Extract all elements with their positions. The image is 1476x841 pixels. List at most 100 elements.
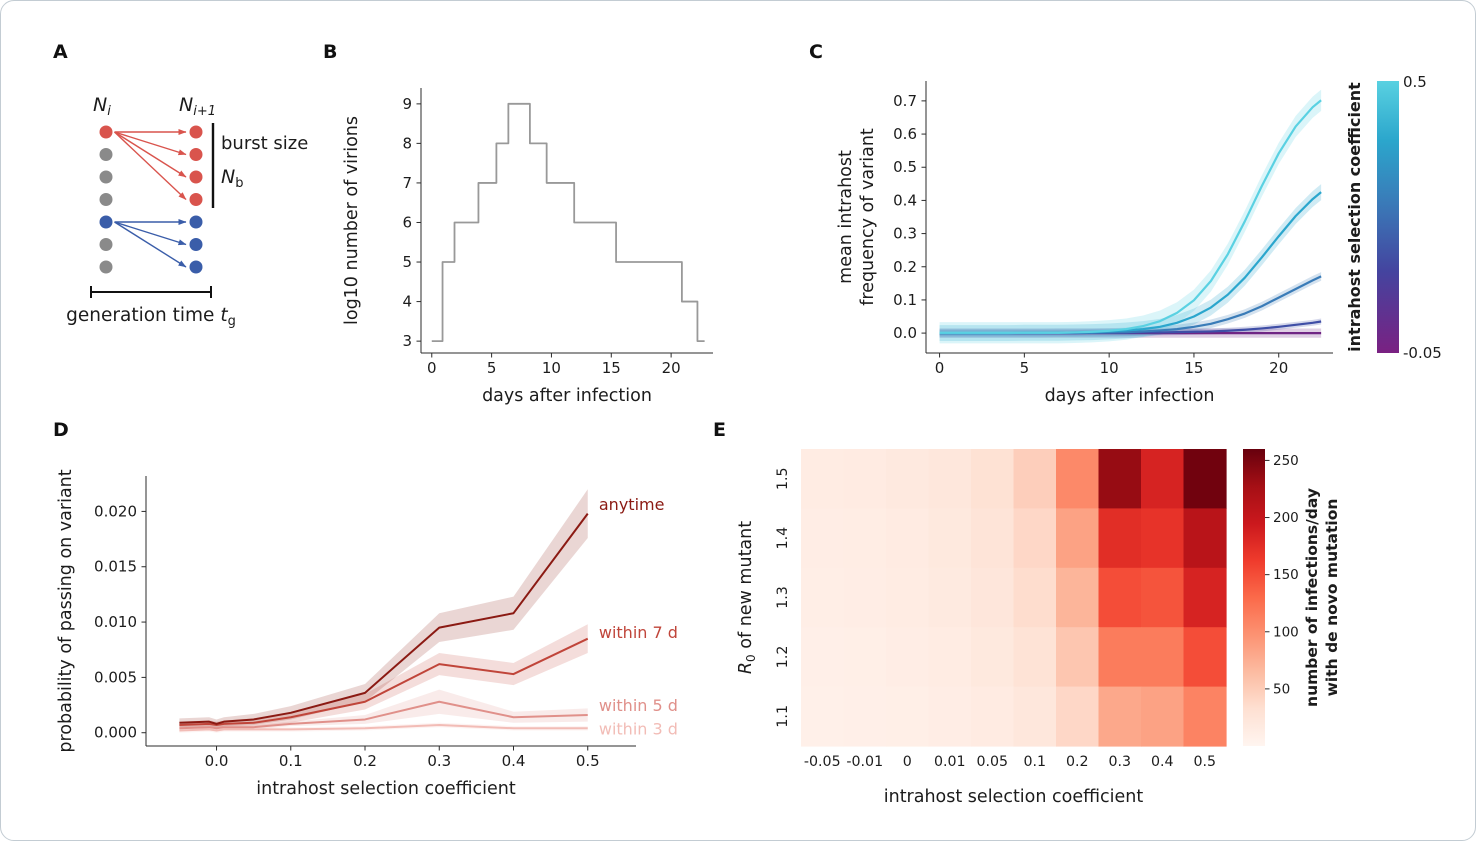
e-y-tick-label: 1.1 [775,705,791,728]
heatmap-cell [1013,627,1057,688]
y-tick-label: 0.5 [893,158,917,176]
red-transmission-arrow [114,131,187,178]
heatmap-cell [801,449,845,509]
selection-coefficient-colorbar [1377,81,1399,353]
virion-dot-left [99,238,113,251]
virion-dot-left [99,193,113,206]
infections-heatmap: -0.05 -0.01 0 0.01 0.05 0.1 0.2 0.3 0.4 0.5 1.5 1.4… [736,449,1341,807]
e-colorbar-tick-label: 50 [1273,681,1290,697]
heatmap-cell [801,508,845,569]
probability-band [179,624,588,729]
infections-colorbar [1243,449,1265,746]
x-tick-label: 0.3 [427,752,451,770]
heatmap-cell [1098,449,1142,509]
y-tick-label: 7 [402,174,412,192]
heatmap-cell [1141,449,1185,509]
virion-dot-right [189,148,203,161]
virion-load-chart: 0 5 10 15 20 3 4 5 6 7 8 9 days after infection log10… [342,88,713,406]
e-x-tick-label: 0.1 [1023,754,1046,770]
e-x-tick-label: 0 [903,754,912,770]
y-tick-label: 9 [402,95,412,113]
heatmap-cell [843,508,887,569]
y-tick-label: 0.0 [893,324,917,342]
heatmap-cell [1013,567,1057,628]
heatmap-cell [1183,627,1227,688]
heatmap-cell [1183,567,1227,628]
heatmap-cell [801,567,845,628]
e-ylabel: R0 of new mutant [736,521,758,674]
y-tick-label: 0.3 [893,225,917,243]
e-colorbar-tick-label: 200 [1273,510,1299,526]
frequency-band [939,184,1322,342]
virion-load-step-line [431,102,705,343]
y-tick-label: 8 [402,134,412,152]
probability-line [179,723,588,732]
heatmap-cell [1141,627,1185,688]
b-ylabel: log10 number of virions [342,116,362,325]
x-tick-label: 5 [1020,359,1030,377]
heatmap-cell [1098,686,1142,747]
y-tick-label: 0.7 [893,92,917,110]
blue-transmission-arrow [114,221,187,268]
y-tick-label: 5 [402,253,412,271]
e-y-tick-label: 1.3 [775,586,791,609]
panel-a-label: A [53,41,68,63]
c-colorbar-label: intrahost selection coefficient [1345,82,1364,352]
red-transmission-arrow [114,131,187,201]
x-tick-label: 5 [487,359,497,377]
x-tick-label: 10 [1100,359,1119,377]
heatmap-cell [928,449,972,509]
x-tick-label: 0.1 [279,752,303,770]
b-xlabel: days after infection [482,386,652,406]
heatmap-cell [1183,508,1227,569]
blue-transmission-arrow [114,221,187,246]
heatmap-cell [928,686,972,747]
y-tick-label: 0.2 [893,258,917,276]
variant-frequency-chart: 0 5 10 15 20 0.0 0.1 0.2 0.3 0.4 0.5 0.6 0.7 days aft… [836,73,1442,406]
heatmap-cell [1056,686,1100,747]
probability-band [179,689,588,731]
panel-d-label: D [53,419,69,441]
e-colorbar-label-line2: with de novo mutation [1323,499,1341,697]
frequency-band [939,272,1322,338]
heatmap-cell [886,508,930,569]
virion-dot-right [189,125,203,139]
heatmap-cell [1056,449,1100,509]
heatmap-cell [801,686,845,747]
heatmap-cell [843,449,887,509]
heatmap-cell [1141,567,1185,628]
heatmap-cell [971,449,1015,509]
red-transmission-arrow [114,131,187,156]
panel-b-label: B [323,41,338,63]
heatmap-cell [1056,567,1100,628]
d-xlabel: intrahost selection coefficient [256,779,516,799]
line-label-within-7-d: within 7 d [599,623,678,642]
virion-dot-left [99,170,113,184]
heatmap-cell [886,686,930,747]
e-x-tick-label: 0.01 [934,754,966,770]
virion-dot-right [189,170,203,184]
virion-dot-right [189,193,203,206]
x-tick-label: 0 [427,359,437,377]
y-tick-label: 0.020 [94,502,137,520]
heatmap-cell [843,627,887,688]
e-colorbar-tick-label: 100 [1273,624,1299,640]
e-x-tick-label: -0.05 [804,754,841,770]
e-colorbar-label-line1: number of infections/day [1303,488,1321,707]
y-tick-label: 4 [402,293,412,311]
probability-line [179,700,588,730]
y-tick-label: 0.010 [94,613,137,631]
y-tick-label: 3 [402,332,412,350]
e-x-tick-label: 0.3 [1108,754,1131,770]
colorbar-min-label: -0.05 [1403,344,1442,362]
virion-dot-right [189,260,203,274]
heatmap-cell [971,686,1015,747]
population-i1-label: Ni+1 [179,94,216,119]
heatmap-cell [1056,508,1100,569]
virion-dot-left [99,215,113,229]
probability-line [179,513,589,725]
x-tick-label: 15 [1184,359,1203,377]
heatmap-cell [1098,508,1142,569]
